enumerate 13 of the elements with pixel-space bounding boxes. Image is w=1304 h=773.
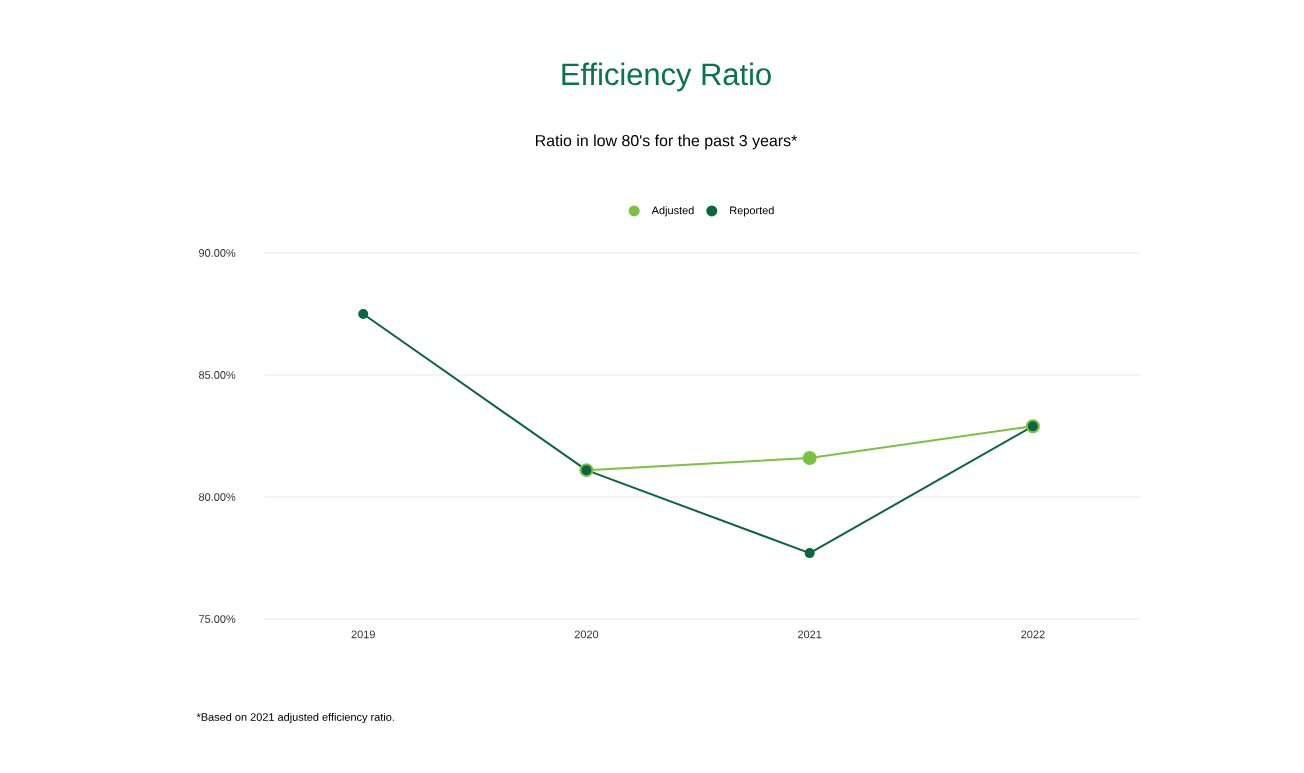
chart-subtitle: Ratio in low 80's for the past 3 years* [536,134,798,150]
legend-label: Reported [730,206,774,217]
x-tick-label: 2020 [574,630,599,639]
x-tick-label: 2021 [798,630,822,639]
y-tick-label: 80.00% [198,493,236,501]
y-tick-label: 90.00% [199,249,236,257]
chart-title: Efficiency Ratio [562,62,771,92]
text: *Based on 2021 adjusted efficiency ratio. [196,712,394,724]
x-tick-label: 2019 [351,630,375,639]
y-tick-label: 85.00% [198,371,236,379]
legend-label: Adjusted [651,206,694,217]
x-tick-label: 2022 [1021,630,1045,639]
y-tick-label: 75.00% [199,615,236,623]
